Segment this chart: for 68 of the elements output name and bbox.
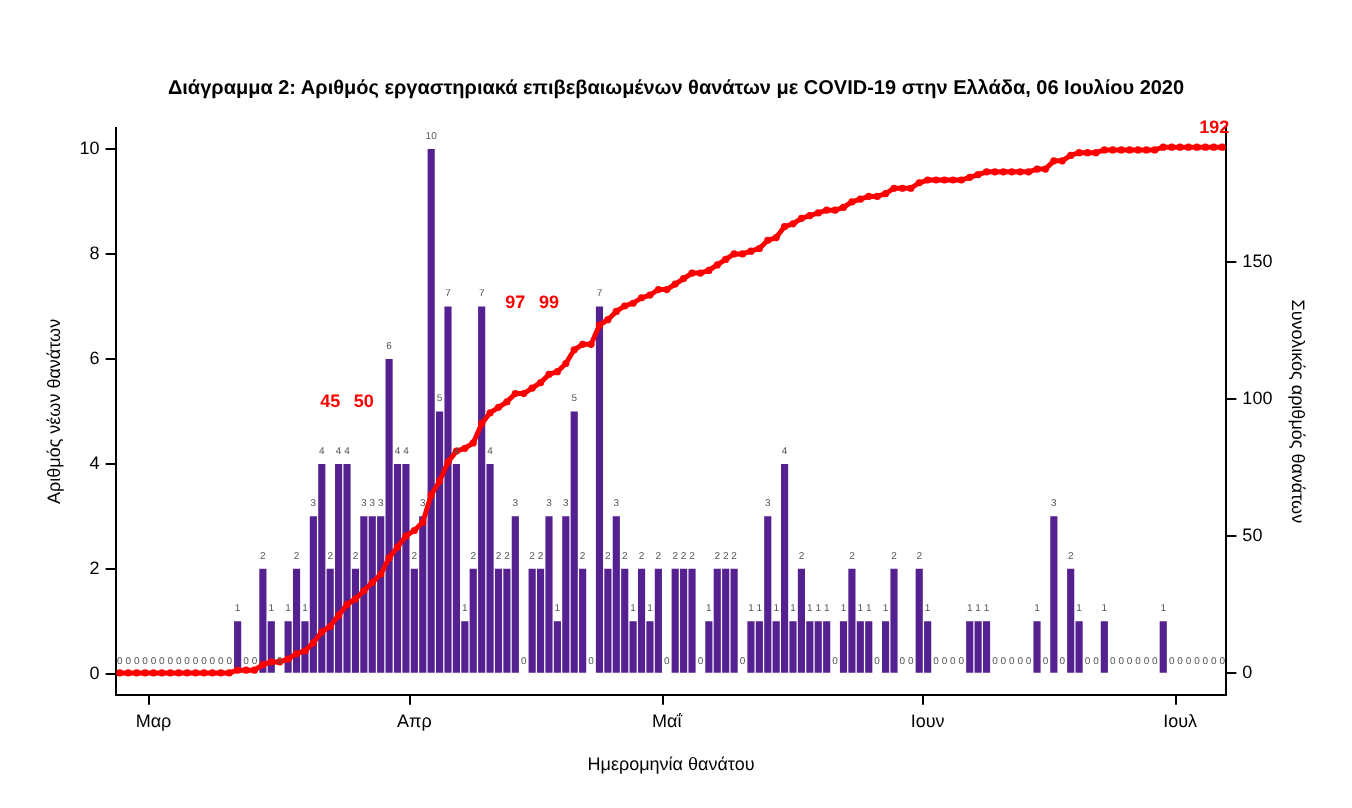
bar: [385, 358, 393, 673]
bar: [915, 568, 923, 673]
bar: [1100, 621, 1108, 673]
bar: [1067, 568, 1075, 673]
y-axis-title: Αριθμός νέων θανάτων: [43, 317, 64, 504]
bar: [823, 621, 831, 673]
bar: [335, 463, 343, 673]
bar: [814, 621, 822, 673]
bar: [318, 463, 326, 673]
chart-title: Διάγραμμα 2: Αριθμός εργαστηριακά επιβεβαιωμένων θανάτων με COVID-19 στην Ελλάδα, 06 Ιουλίου 2020: [167, 77, 1185, 100]
bar: [368, 516, 376, 673]
bar: [680, 568, 688, 673]
y2-axis-title: Συνολικός αριθμός θανάτων: [1288, 299, 1309, 525]
bar: [259, 568, 267, 673]
y-tick-label: 2: [89, 557, 100, 578]
bar: [444, 306, 452, 673]
bar: [890, 568, 898, 673]
annotation: 45: [320, 391, 341, 412]
y2-tick-label: 150: [1242, 251, 1273, 272]
y-tick-label: 10: [79, 137, 100, 158]
bar: [427, 148, 435, 673]
bar: [671, 568, 679, 673]
x-tick-label: Απρ: [397, 710, 432, 731]
bar: [612, 516, 620, 673]
bar: [1033, 621, 1041, 673]
bar: [730, 568, 738, 673]
bar: [1050, 516, 1058, 673]
annotation: 97: [505, 291, 526, 312]
bar: [343, 463, 351, 673]
y2-tick-label: 50: [1242, 524, 1263, 545]
bar: [654, 568, 662, 673]
x-tick-label: Ιουν: [910, 710, 946, 731]
bar: [688, 568, 696, 673]
bar: [974, 621, 982, 673]
bar: [966, 621, 974, 673]
bar: [545, 516, 553, 673]
x-tick-label: Ιουλ: [1163, 710, 1198, 731]
bar: [511, 516, 519, 673]
y-tick-label: 0: [89, 662, 100, 683]
bar: [528, 568, 536, 673]
x-tick-label: Μαΐ: [652, 710, 684, 731]
bar: [848, 568, 856, 673]
bar: [713, 568, 721, 673]
y2-tick-label: 0: [1242, 661, 1253, 682]
bar: [570, 411, 578, 673]
bar: [402, 463, 410, 673]
bar: [595, 306, 604, 673]
x-tick-label: Μαρ: [135, 710, 172, 731]
bar: [764, 516, 772, 673]
annotation: 192: [1199, 117, 1230, 138]
y-tick-label: 8: [89, 242, 100, 263]
bar: [747, 621, 755, 673]
bar: [797, 568, 805, 673]
bar: [1159, 621, 1167, 673]
bar: [292, 568, 301, 673]
bar: [982, 621, 991, 673]
annotation: 50: [353, 391, 374, 412]
bar: [722, 568, 730, 673]
x-axis-title: Ημερομηνία θανάτου: [587, 754, 755, 775]
bar: [478, 306, 486, 673]
y-tick-label: 6: [89, 347, 100, 368]
bar: [637, 568, 646, 673]
bar: [360, 516, 368, 673]
y2-tick-label: 100: [1242, 388, 1273, 409]
bar: [781, 463, 789, 673]
y-tick-label: 4: [89, 452, 100, 473]
bar: [865, 621, 873, 673]
annotation: 99: [538, 291, 559, 312]
